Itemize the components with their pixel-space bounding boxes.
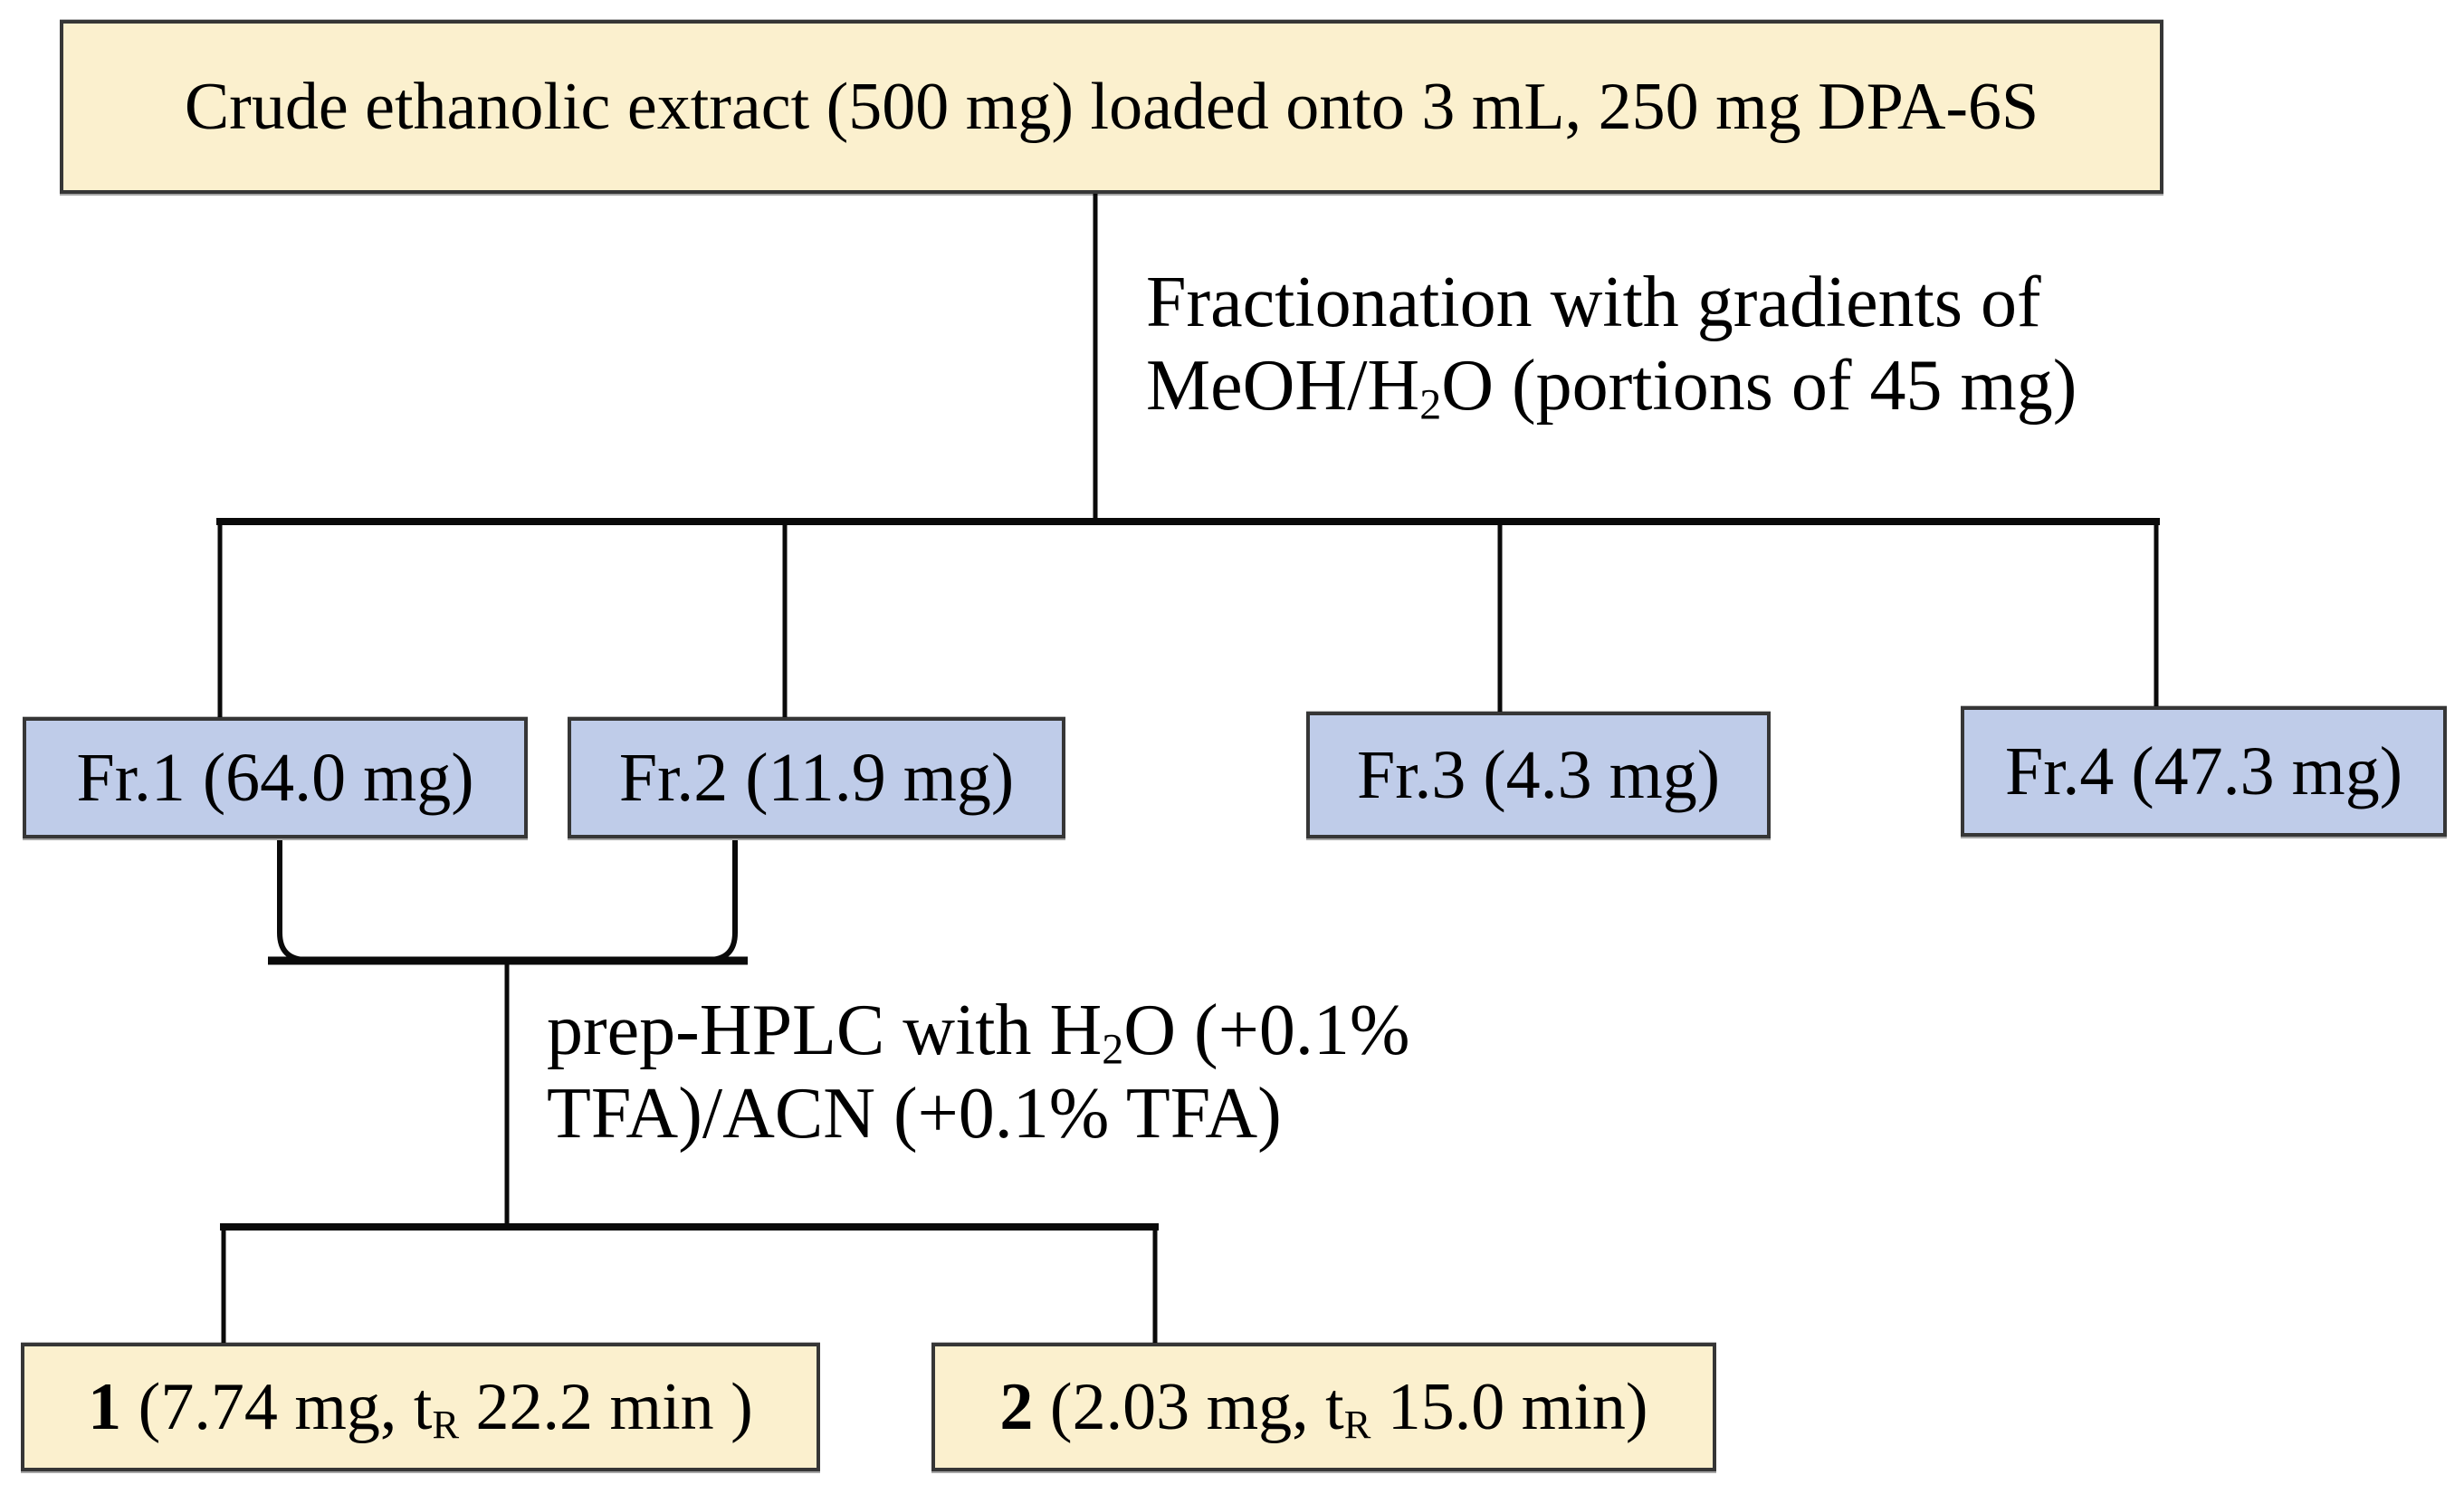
subscript-R: R (432, 1401, 460, 1447)
subscript-2: 2 (1419, 380, 1442, 429)
fractionation-step-line2: MeOH/H2O (portions of 45 mg) (1146, 346, 2077, 429)
crude-extract-box: Crude ethanolic extract (500 mg) loaded … (60, 20, 2163, 194)
prep-hplc-step-line1: prep-HPLC with H2O (+0.1% (547, 991, 1410, 1074)
fractionation-step-label: Fractionation with gradients of MeOH/H2O… (1146, 261, 2077, 427)
prep-hplc-step-line2: TFA)/ACN (+0.1% TFA) (547, 1074, 1282, 1154)
crude-extract-label: Crude ethanolic extract (500 mg) loaded … (184, 69, 2039, 144)
merge-bracket (277, 840, 738, 962)
fraction-4-box: Fr.4 (47.3 mg) (1961, 706, 2447, 837)
compound-1-label: 1 (7.74 mg, tR 22.2 min ) (88, 1369, 753, 1447)
fraction-2-label: Fr.2 (11.9 mg) (618, 739, 1015, 816)
fraction-4-label: Fr.4 (47.3 mg) (2004, 733, 2403, 809)
fraction-1-label: Fr.1 (64.0 mg) (76, 739, 474, 816)
prep-hplc-step-label: prep-HPLC with H2O (+0.1% TFA)/ACN (+0.1… (547, 989, 1409, 1155)
fraction-3-box: Fr.3 (4.3 mg) (1306, 712, 1771, 838)
fractionation-step-line1: Fractionation with gradients of (1146, 263, 2041, 342)
fraction-2-box: Fr.2 (11.9 mg) (568, 717, 1065, 838)
subscript-R: R (1343, 1401, 1371, 1447)
fraction-3-label: Fr.3 (4.3 mg) (1356, 736, 1721, 813)
subscript-2: 2 (1102, 1025, 1124, 1074)
fraction-1-box: Fr.1 (64.0 mg) (23, 717, 528, 838)
compound-2-box: 2 (2.03 mg, tR 15.0 min) (931, 1343, 1716, 1471)
compound-2-label: 2 (2.03 mg, tR 15.0 min) (999, 1369, 1648, 1447)
compound-1-box: 1 (7.74 mg, tR 22.2 min ) (21, 1343, 820, 1471)
